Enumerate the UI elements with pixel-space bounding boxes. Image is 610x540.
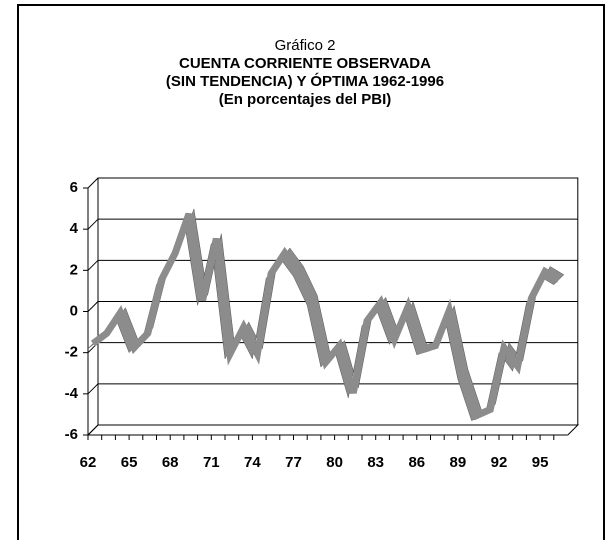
- x-tick-label: 83: [367, 454, 384, 471]
- chart-title: Gráfico 2: [275, 37, 336, 54]
- floor: [87, 424, 580, 436]
- x-tick-label: 95: [532, 454, 549, 471]
- x-tick-label: 80: [326, 454, 343, 471]
- y-tick-label: -4: [65, 385, 79, 402]
- grid-line-side: [87, 259, 99, 271]
- y-tick-label: -6: [65, 426, 78, 443]
- grid-line-side: [87, 301, 99, 312]
- grid-line-side: [87, 218, 99, 230]
- y-tick-label: 4: [70, 220, 79, 237]
- chart-subtitle: (En porcentajes del PBI): [219, 91, 392, 108]
- x-tick-label: 62: [80, 454, 97, 471]
- x-tick-label: 65: [121, 454, 138, 471]
- x-tick-label: 92: [491, 454, 508, 471]
- line: [90, 212, 561, 421]
- y-tick-label: 0: [70, 302, 78, 319]
- y-tick-label: 2: [70, 261, 78, 278]
- chart-subtitle: (SIN TENDENCIA) Y ÓPTIMA 1962-1996: [166, 72, 444, 90]
- x-tick-label: 74: [244, 454, 261, 471]
- x-tick-label: 77: [285, 454, 302, 471]
- x-tick-label: 86: [408, 454, 425, 471]
- chart-subtitle: CUENTA CORRIENTE OBSERVADA: [179, 55, 431, 72]
- y-tick-label: 6: [70, 179, 78, 196]
- grid-line-side: [87, 383, 99, 395]
- x-tick-label: 89: [450, 454, 467, 471]
- x-tick-label: 71: [203, 454, 220, 471]
- x-tick-label: 68: [162, 454, 179, 471]
- y-tick-label: -2: [65, 344, 78, 361]
- grid-line-side: [87, 177, 99, 189]
